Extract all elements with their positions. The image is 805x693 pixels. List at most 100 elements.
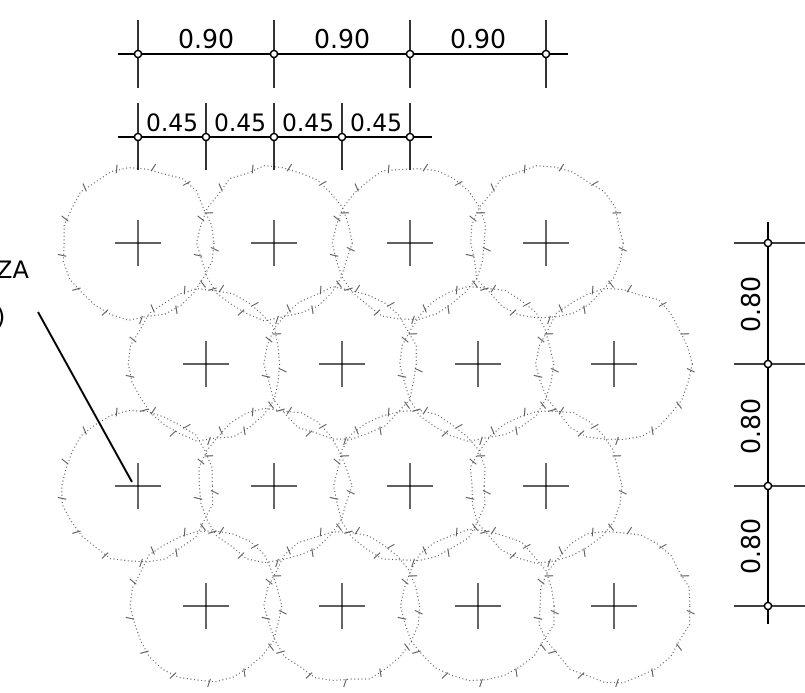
plant-outline-tick	[346, 489, 355, 495]
plant-outline-tick	[676, 401, 683, 409]
plant-outline-tick	[523, 164, 526, 174]
plant-outline-tick	[344, 530, 353, 534]
plant-symbol	[261, 284, 423, 446]
plant-outline-tick	[183, 527, 186, 537]
plant-outline-tick	[208, 287, 217, 291]
plant-outline-tick	[401, 336, 409, 343]
plant-outline-tick	[343, 678, 347, 688]
plant-outline-tick	[129, 336, 137, 343]
plant-outline-tick	[343, 436, 347, 446]
plant-symbol	[465, 163, 627, 325]
plant-outline-tick	[210, 489, 219, 495]
plant-outline-tick	[150, 546, 155, 555]
plant-outline-tick	[454, 180, 463, 186]
plant-outline-tick	[455, 527, 458, 537]
plant-outline-tick	[397, 616, 407, 620]
plant-outline-tick	[490, 426, 495, 435]
plant-outline-tick	[193, 496, 203, 500]
plant-outline-tick	[523, 407, 526, 417]
plant-outline-tick	[686, 609, 695, 615]
plant-outline-tick	[268, 401, 275, 409]
plant-outline-tick	[550, 367, 559, 373]
plant-outline-tick	[354, 426, 359, 435]
plant-outline-tick	[479, 678, 483, 688]
plant-outline-tick	[422, 546, 427, 555]
dimension-node	[763, 359, 773, 369]
plant-outline-tick	[615, 436, 619, 446]
plant-outline-tick	[608, 523, 615, 531]
plant-symbol	[397, 284, 559, 446]
plant-outline-tick	[397, 374, 407, 378]
plant-outline-tick	[61, 215, 69, 222]
callout-label-line2: )	[0, 303, 5, 331]
plant-outline-tick	[558, 163, 565, 172]
plant-outline-tick	[540, 643, 547, 651]
plant-outline-tick	[333, 215, 341, 222]
plant-symbol	[57, 163, 219, 325]
plant-outline-tick	[590, 180, 599, 186]
dimension-node	[201, 132, 211, 142]
plant-outline-tick	[251, 164, 254, 174]
plant-outline-tick	[547, 315, 551, 325]
dimension-node	[541, 49, 551, 59]
plant-outline-tick	[533, 374, 543, 378]
plant-outline	[61, 409, 214, 563]
plant-outline-tick	[608, 280, 615, 288]
plant-outline-tick	[251, 407, 254, 417]
plant-outline-tick	[354, 526, 361, 535]
dimension-node	[133, 49, 143, 59]
plant-outline-tick	[414, 367, 423, 373]
plant-outline-tick	[591, 285, 594, 295]
plant-outline-tick	[577, 672, 585, 679]
plant-symbol	[193, 163, 355, 325]
dimension-label: 0.80	[737, 276, 767, 332]
plant-outline-tick	[590, 423, 599, 429]
plant-outline-tick	[651, 668, 654, 677]
plant-outline-tick	[618, 246, 627, 252]
plant-outline-tick	[276, 650, 285, 654]
plant-outline	[62, 167, 215, 321]
plant-outline-tick	[676, 643, 683, 651]
dimension-label: 0.80	[737, 398, 767, 454]
plant-outline-tick	[150, 304, 155, 313]
plant-outline-tick	[414, 609, 423, 615]
plant-outline-tick	[387, 407, 390, 417]
plant-outline-tick	[243, 668, 246, 677]
plant-outline-tick	[125, 616, 135, 620]
plant-outline-tick	[615, 678, 619, 688]
plant-outline-tick	[354, 284, 361, 293]
plant-outline-tick	[329, 496, 339, 500]
plant-outline-tick	[412, 650, 421, 654]
plant-outline-tick	[386, 301, 395, 307]
plant-outline-tick	[250, 301, 259, 307]
second-dimension-chain: 0.45 0.45 0.45 0.45	[118, 103, 432, 170]
plant-outline-tick	[336, 523, 343, 531]
plant-outline-tick	[250, 543, 259, 549]
plant-outline-tick	[441, 430, 449, 437]
dimension-node	[763, 601, 773, 611]
plant-outline-tick	[140, 650, 149, 654]
plant-symbol	[193, 406, 355, 568]
dimension-label: 0.45	[214, 109, 266, 137]
plant-outline-tick	[447, 548, 450, 557]
plant-outline-tick	[218, 284, 225, 293]
plant-outline-tick	[57, 253, 67, 257]
plant-outline-tick	[686, 367, 695, 373]
dimension-node	[269, 132, 279, 142]
plant-outline-tick	[311, 548, 314, 557]
plant-symbol	[533, 284, 695, 446]
dimension-node	[763, 481, 773, 491]
plant-outline-tick	[218, 183, 223, 192]
vertical-dimension-chain: 0.80 0.80 0.80	[734, 222, 805, 624]
top-dimension-chain: 0.90 0.90 0.90	[118, 20, 568, 88]
plant-outline-tick	[286, 163, 293, 172]
plant-outline-tick	[401, 578, 409, 585]
plant-outline	[333, 409, 486, 562]
plant-symbol	[465, 406, 627, 568]
plant-outline-tick	[101, 309, 109, 316]
plant-outline-tick	[447, 305, 450, 314]
plant-outline-tick	[422, 304, 427, 313]
dimension-node	[133, 132, 143, 142]
plant-outline-tick	[218, 426, 223, 435]
callout-label-line1: ZA	[0, 256, 29, 284]
